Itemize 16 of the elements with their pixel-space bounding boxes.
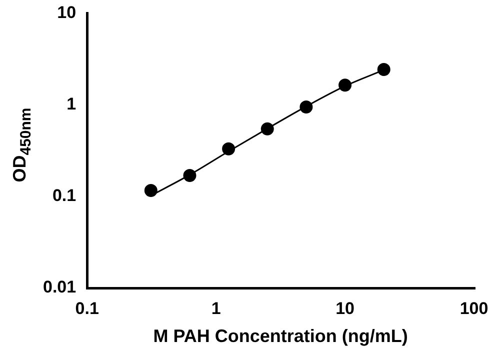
point xyxy=(183,169,196,182)
y-tick-label: 0.1 xyxy=(52,186,76,206)
point xyxy=(338,78,352,92)
y-tick-label: 10 xyxy=(57,2,76,22)
point xyxy=(222,142,236,156)
point xyxy=(144,184,158,197)
x-axis-title: M PAH Concentration (ng/mL) xyxy=(153,326,408,346)
x-tick-label: 100 xyxy=(460,298,488,318)
point xyxy=(260,122,274,136)
x-tick-label: 1 xyxy=(211,298,221,318)
y-tick-label: 0.01 xyxy=(42,278,76,297)
x-tick-label: 10 xyxy=(336,298,354,318)
point xyxy=(377,62,390,76)
point xyxy=(300,100,313,114)
x-tick-label: 0.1 xyxy=(75,298,99,318)
y-tick-label: 1 xyxy=(66,94,76,114)
